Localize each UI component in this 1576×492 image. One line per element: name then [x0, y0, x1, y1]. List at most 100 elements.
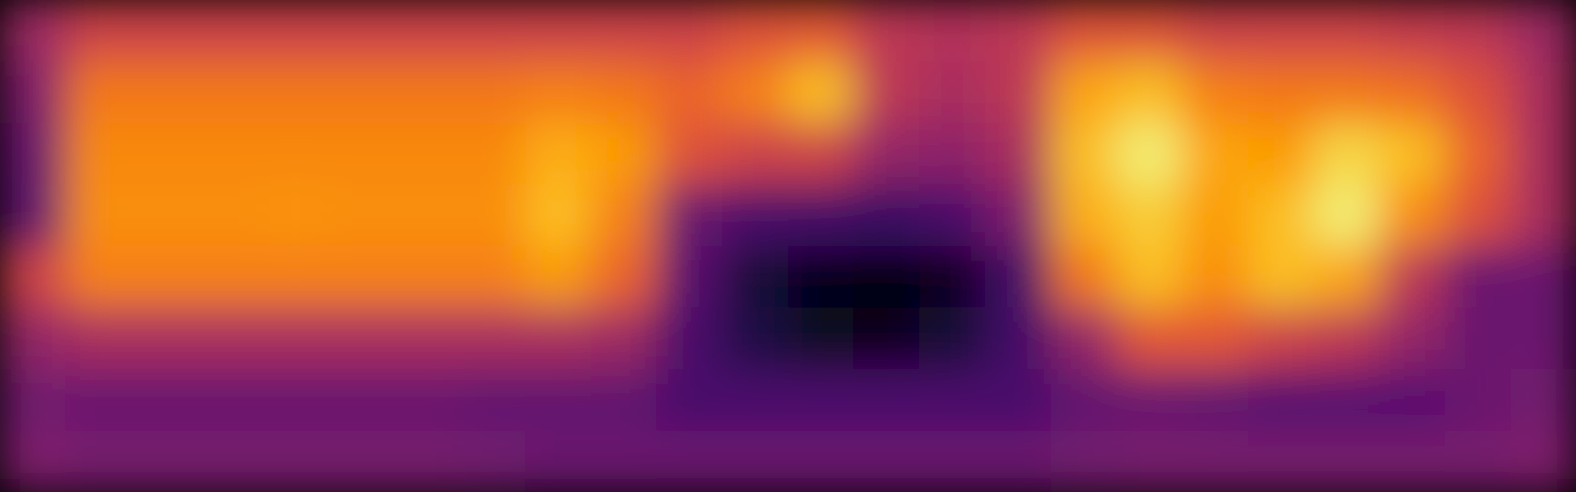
plot-area — [0, 0, 1576, 492]
heatmap-cell — [1445, 62, 1512, 125]
heatmap-cell — [1510, 0, 1576, 63]
heatmap-cell — [985, 246, 1052, 309]
heatmap-cell — [854, 123, 921, 186]
heatmap-cell — [460, 185, 527, 248]
heatmap-cell — [1445, 246, 1512, 309]
heatmap-cell — [0, 431, 67, 492]
heatmap-cell — [328, 369, 395, 432]
heatmap-cell — [788, 431, 855, 492]
heatmap-cell — [1116, 0, 1183, 63]
heatmap-cell — [0, 185, 67, 248]
heatmap-cell — [1510, 308, 1576, 371]
heatmap-cell — [131, 123, 198, 186]
heatmap-cell — [328, 308, 395, 371]
heatmap-cell — [1248, 246, 1315, 309]
heatmap-cell — [525, 308, 592, 371]
heatmap-cell — [263, 246, 330, 309]
heatmap-cell — [1116, 62, 1183, 125]
heatmap-cell — [657, 246, 724, 309]
heatmap-cell — [394, 431, 461, 492]
heatmap-cell — [788, 369, 855, 432]
heatmap-cell — [1248, 62, 1315, 125]
heatmap-cell — [854, 62, 921, 125]
heatmap-cell — [66, 62, 133, 125]
heatmap-cell — [854, 185, 921, 248]
heatmap-cell — [591, 369, 658, 432]
heatmap-cell — [394, 0, 461, 63]
heatmap-cell — [197, 308, 264, 371]
heatmap-cell — [1051, 246, 1118, 309]
heatmap-cell — [1445, 431, 1512, 492]
heatmap-cell — [0, 308, 67, 371]
heatmap-cell — [1182, 62, 1249, 125]
heatmap-cell — [1248, 0, 1315, 63]
heatmap-cell — [788, 185, 855, 248]
cell-layer — [0, 0, 1576, 492]
heatmap-cell — [131, 185, 198, 248]
heatmap-cell — [1116, 185, 1183, 248]
heatmap-cell — [1445, 185, 1512, 248]
heatmap-cell — [722, 185, 789, 248]
heatmap-cell — [657, 308, 724, 371]
heatmap-cell — [591, 62, 658, 125]
heatmap-cell — [1313, 62, 1380, 125]
heatmap-cell — [591, 185, 658, 248]
heatmap-cell — [131, 0, 198, 63]
heatmap-cell — [1313, 308, 1380, 371]
heatmap-cell — [1051, 308, 1118, 371]
heatmap-cell — [788, 123, 855, 186]
heatmap-cell — [591, 246, 658, 309]
heatmap-cell — [66, 185, 133, 248]
heatmap-cell — [1182, 123, 1249, 186]
heatmap-cell — [525, 62, 592, 125]
heatmap-cell — [263, 123, 330, 186]
heatmap-cell — [66, 123, 133, 186]
heatmap-cell — [788, 308, 855, 371]
heatmap-cell — [722, 369, 789, 432]
heatmap-cell — [919, 62, 986, 125]
heatmap-cell — [394, 62, 461, 125]
heatmap-cell — [197, 185, 264, 248]
heatmap-cell — [131, 246, 198, 309]
heatmap-cell — [197, 431, 264, 492]
heatmap-cell — [460, 62, 527, 125]
heatmap-cell — [919, 431, 986, 492]
heatmap-cell — [1051, 123, 1118, 186]
heatmap-cell — [394, 185, 461, 248]
heatmap-cell — [1051, 369, 1118, 432]
heatmap-cell — [722, 431, 789, 492]
heatmap-cell — [1248, 308, 1315, 371]
heatmap-cell — [328, 431, 395, 492]
heatmap-cell — [1313, 369, 1380, 432]
heatmap-cell — [1510, 246, 1576, 309]
heatmap-cell — [525, 123, 592, 186]
heatmap-cell — [1510, 62, 1576, 125]
heatmap-cell — [1379, 246, 1446, 309]
heatmap-cell — [788, 62, 855, 125]
heatmap-cell — [1182, 246, 1249, 309]
heatmap-cell — [919, 308, 986, 371]
heatmap-cell — [328, 0, 395, 63]
heatmap-cell — [197, 123, 264, 186]
heatmap-cell — [525, 185, 592, 248]
heatmap-cell — [1051, 431, 1118, 492]
heatmap-cell — [1379, 185, 1446, 248]
heatmap-cell — [328, 185, 395, 248]
heatmap-cell — [1116, 308, 1183, 371]
heatmap-cell — [1116, 246, 1183, 309]
heatmap-cell — [131, 308, 198, 371]
heatmap-cell — [394, 123, 461, 186]
heatmap-cell — [1313, 246, 1380, 309]
heatmap-cell — [1313, 431, 1380, 492]
heatmap-cell — [919, 0, 986, 63]
heatmap-cell — [0, 123, 67, 186]
heatmap-cell — [460, 308, 527, 371]
heatmap-cell — [131, 62, 198, 125]
heatmap-cell — [985, 62, 1052, 125]
heatmap-cell — [657, 62, 724, 125]
heatmap-cell — [722, 308, 789, 371]
heatmap-cell — [66, 369, 133, 432]
heatmap-cell — [1379, 62, 1446, 125]
heatmap-cell — [1182, 0, 1249, 63]
heatmap-cell — [657, 0, 724, 63]
